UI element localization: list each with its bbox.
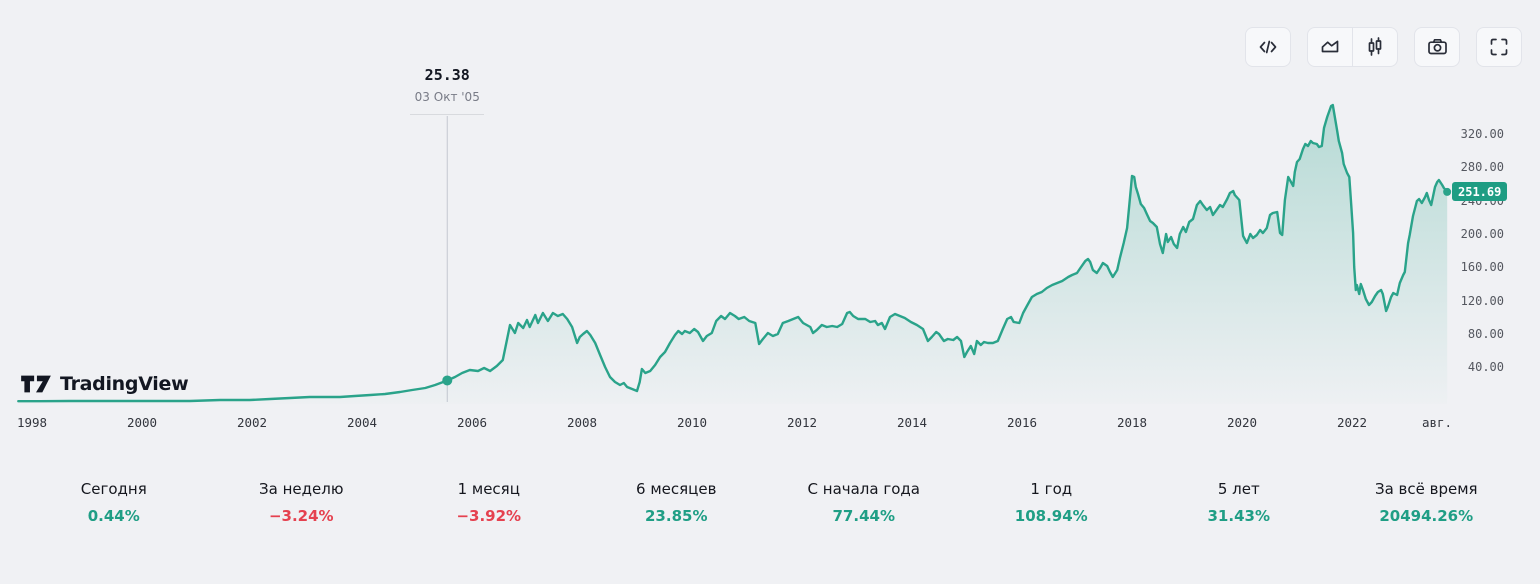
stat-period-value: 31.43% [1207,507,1270,525]
fullscreen-button[interactable] [1477,28,1521,66]
price-tick-label: 160.00 [1460,260,1504,274]
time-tick-label: 2018 [1116,415,1148,430]
time-tick-label: 2020 [1226,415,1258,430]
stat-period-value: 20494.26% [1379,507,1474,525]
stat-period: С начала года 77.44% [770,480,958,525]
tradingview-logo-text: TradingView [60,373,189,395]
stat-period-value: 0.44% [87,507,140,525]
chart-style-group [1307,27,1398,67]
price-tick-label: 40.00 [1467,360,1504,374]
time-tick-label: 2022 [1336,415,1368,430]
area-chart-icon [1320,37,1340,57]
chart-toolbar [1245,27,1522,67]
price-tick-label: 120.00 [1460,294,1504,308]
stat-period: 1 год 108.94% [958,480,1146,525]
price-tick-label: 320.00 [1460,127,1504,141]
price-tick-label: 80.00 [1467,327,1504,341]
performance-stats-row: Сегодня 0.44% За неделю −3.24% 1 месяц −3.92%… [0,480,1540,525]
crosshair-marker-dot [442,375,453,386]
tooltip-rule [410,114,485,115]
stat-period-label: С начала года [807,480,920,498]
time-tick-label: 2002 [236,415,268,430]
stat-period: Сегодня 0.44% [20,480,208,525]
stat-period-label: Сегодня [80,480,147,498]
stat-period-value: 108.94% [1014,507,1088,525]
stat-period-label: 6 месяцев [636,480,717,498]
fullscreen-icon [1489,37,1509,57]
code-icon [1258,37,1278,57]
stat-period-value: 77.44% [832,507,895,525]
crosshair-tooltip: 25.38 03 Окт '05 [415,66,480,104]
tradingview-attribution[interactable]: TradingView [20,371,189,397]
time-tick-label: 2000 [126,415,158,430]
snapshot-button[interactable] [1415,28,1459,66]
candlestick-icon [1365,37,1385,57]
price-line [17,103,1449,403]
embed-code-button[interactable] [1246,28,1290,66]
time-tick-label: 2010 [676,415,708,430]
tooltip-price: 25.38 [424,66,470,84]
time-tick-label: 2014 [896,415,928,430]
stat-period-value: 23.85% [645,507,708,525]
stat-period-label: За неделю [259,480,344,498]
time-tick-label: 2008 [566,415,598,430]
time-tick-label: 2012 [786,415,818,430]
stat-period: 6 месяцев 23.85% [583,480,771,525]
tooltip-date: 03 Окт '05 [414,90,480,104]
stat-period: 5 лет 31.43% [1145,480,1333,525]
fullscreen-group [1476,27,1522,67]
snapshot-group [1414,27,1460,67]
time-tick-label: 2016 [1006,415,1038,430]
stat-period: За неделю −3.24% [208,480,396,525]
time-tick-label: 2004 [346,415,378,430]
stat-period: За всё время 20494.26% [1333,480,1521,525]
stat-period-label: 1 месяц [457,480,520,498]
candles-style-button[interactable] [1352,28,1397,66]
camera-icon [1427,37,1448,57]
stat-period-value: −3.92% [456,507,522,525]
time-tick-label: 2006 [456,415,488,430]
area-style-button[interactable] [1308,28,1352,66]
tradingview-logo-icon [20,371,52,397]
embed-code-group [1245,27,1291,67]
current-price-badge: 251.69 [1452,182,1508,201]
price-tick-label: 200.00 [1460,227,1504,241]
time-tick-label: 1998 [16,415,48,430]
stat-period-label: 1 год [1030,480,1073,498]
area-fill [18,105,1448,404]
stat-period-value: −3.24% [268,507,334,525]
stat-period-label: 5 лет [1217,480,1260,498]
stat-period: 1 месяц −3.92% [395,480,583,525]
time-tick-label: авг. [1421,415,1453,430]
price-tick-label: 280.00 [1460,160,1504,174]
last-price-dot [1443,187,1452,196]
stat-period-label: За всё время [1374,480,1478,498]
